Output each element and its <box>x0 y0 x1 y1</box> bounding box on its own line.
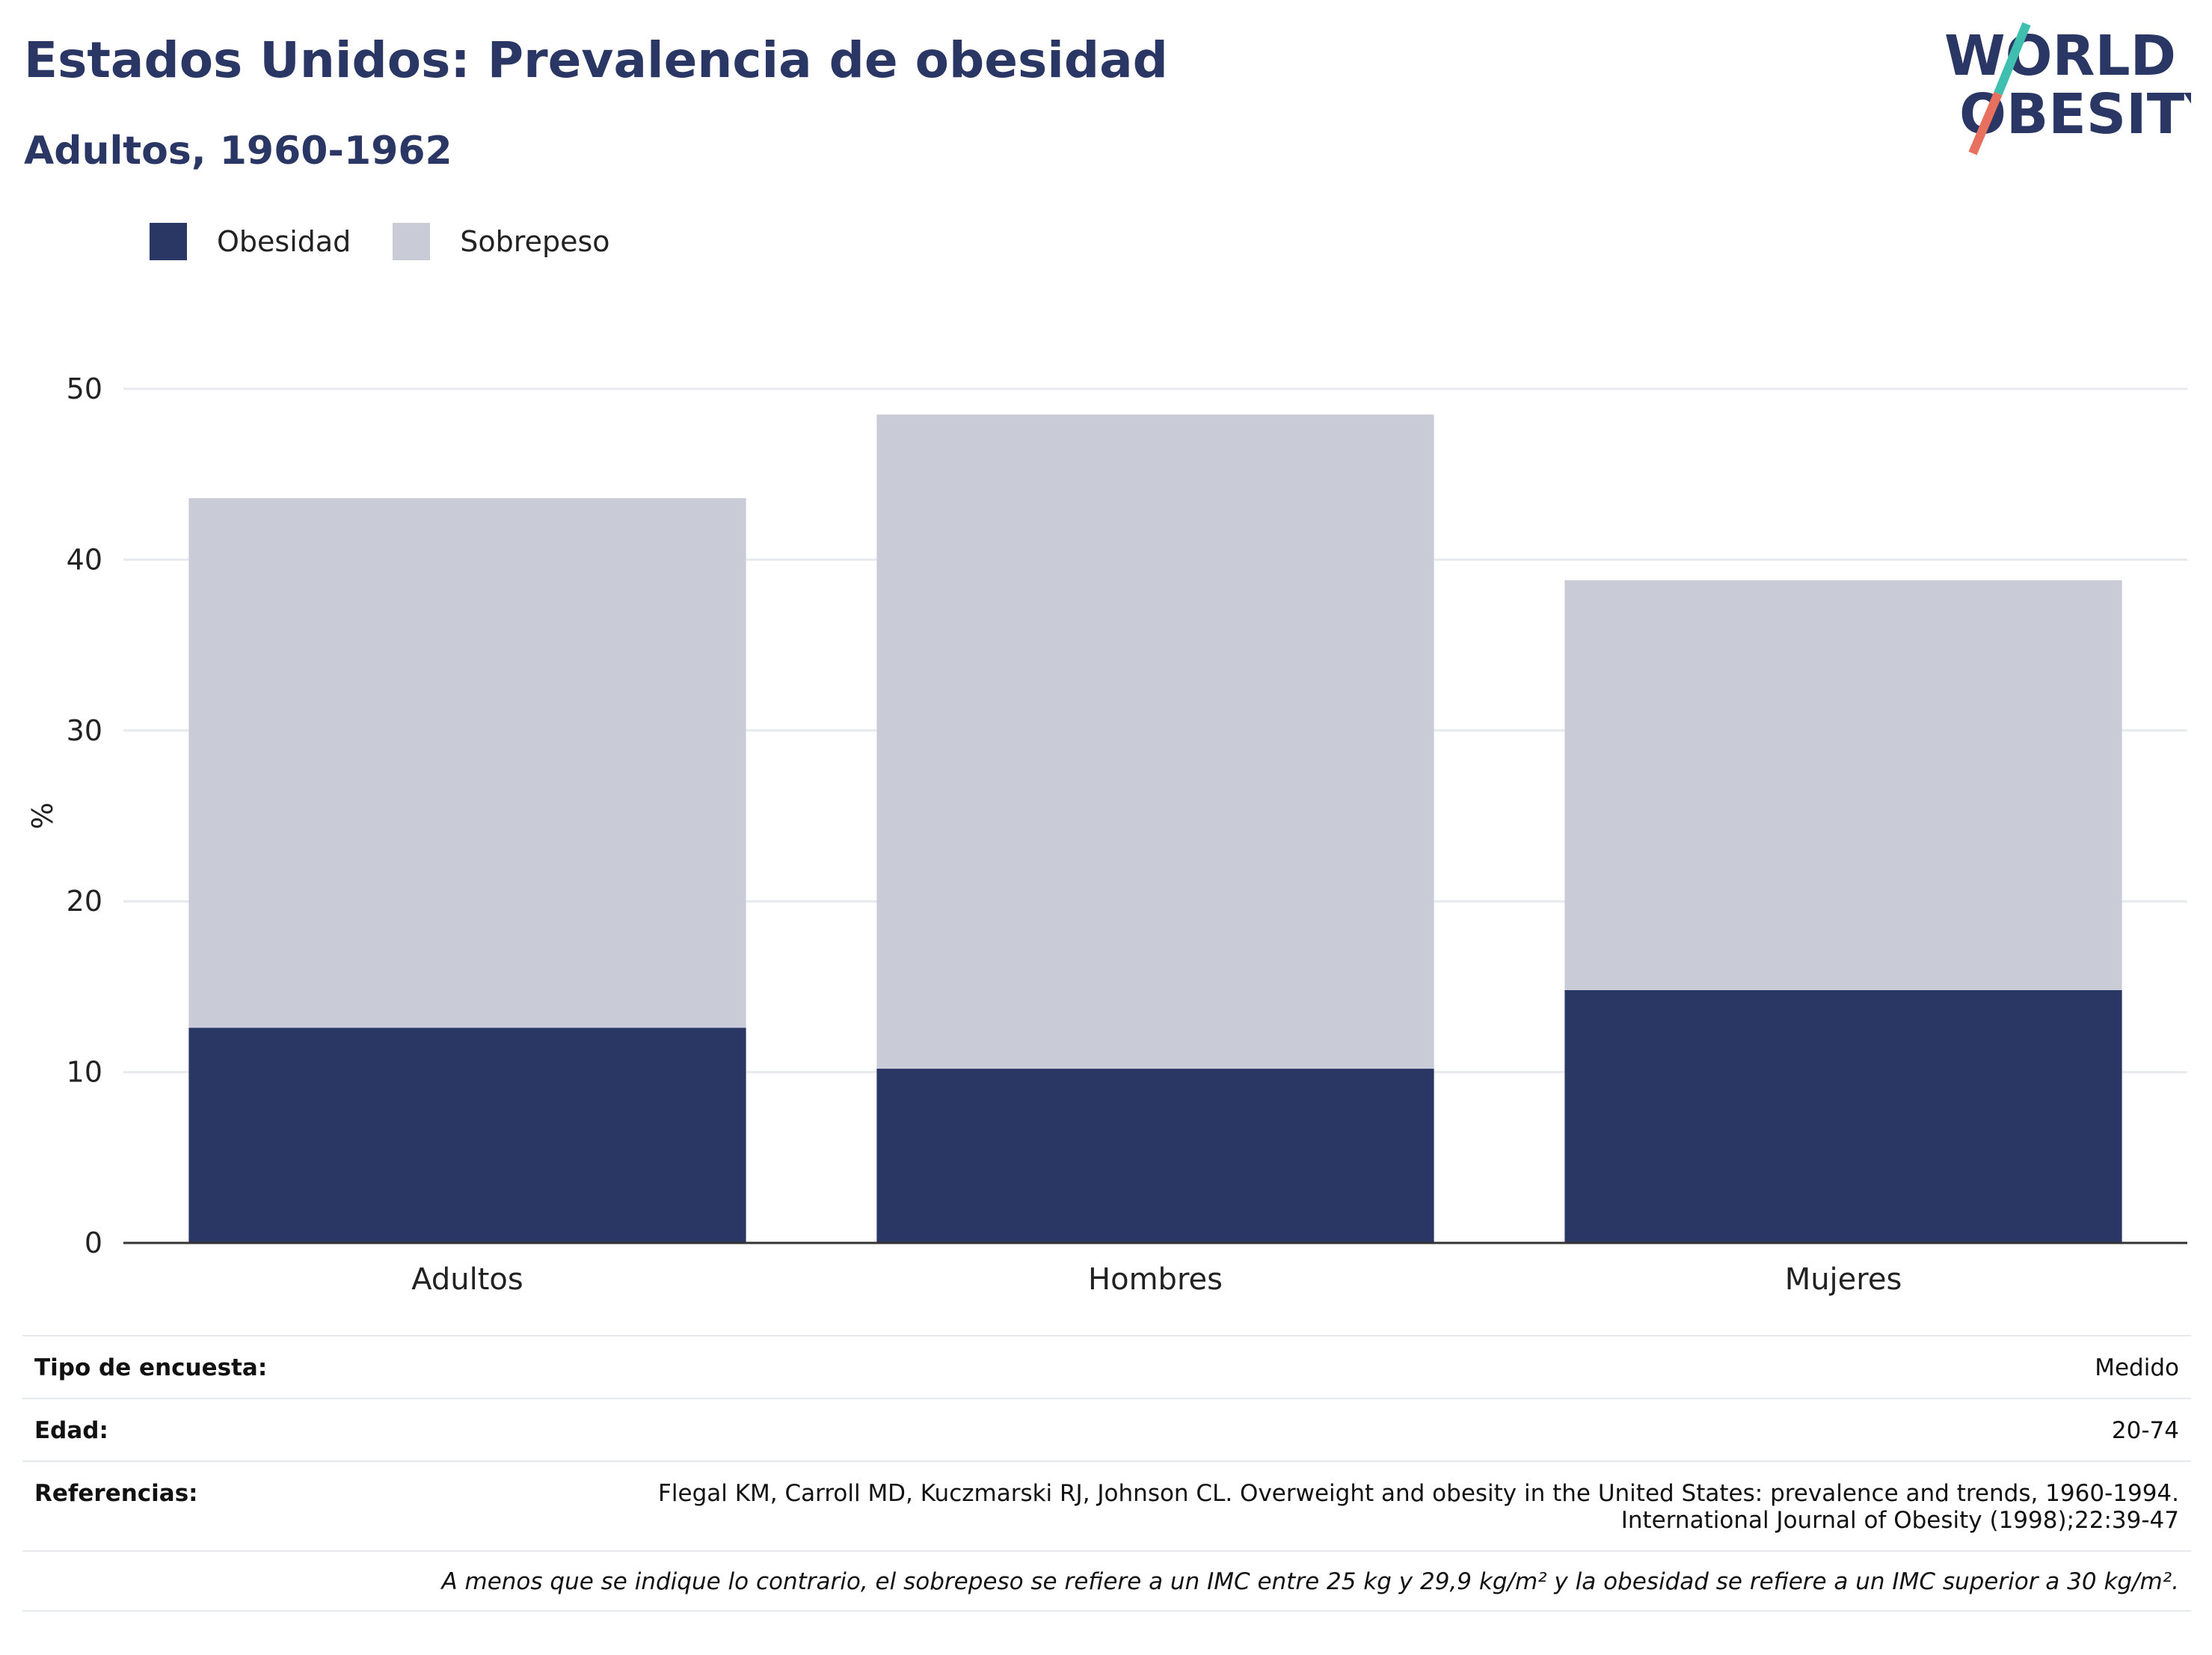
legend-item-obesidad: Obesidad <box>150 223 351 260</box>
legend-swatch-obesidad <box>150 223 187 260</box>
y-axis-title: % <box>26 802 59 829</box>
bar-obesidad-mujeres <box>1564 989 2122 1243</box>
info-row-age: Edad: 20-74 <box>22 1398 2191 1461</box>
legend-label-sobrepeso: Sobrepeso <box>460 225 610 258</box>
info-value: Medido <box>2095 1354 2179 1381</box>
bar-sobrepeso-mujeres <box>1564 580 2122 990</box>
x-tick-label: Mujeres <box>1785 1262 1902 1297</box>
info-key: Tipo de encuesta: <box>34 1354 268 1381</box>
logo-line1: WORLD <box>1944 24 2176 88</box>
bar-chart: 0 10 20 30 40 50% Adultos Hombres Mujeres <box>26 372 2187 1297</box>
y-tick-label: 0 <box>85 1226 102 1259</box>
y-tick-label: 40 <box>67 543 102 576</box>
x-tick-label: Hombres <box>1088 1262 1223 1297</box>
chart-title: Estados Unidos: Prevalencia de obesidad <box>24 31 1168 89</box>
legend-item-sobrepeso: Sobrepeso <box>393 223 610 260</box>
y-tick-label: 30 <box>67 714 102 747</box>
y-tick-label: 50 <box>67 372 102 405</box>
logo-teal-slash <box>1994 22 2031 96</box>
footnote: A menos que se indique lo contrario, el … <box>22 1550 2191 1612</box>
bar-sobrepeso-hombres <box>876 414 1434 1069</box>
bar-sobrepeso-adultos <box>188 498 746 1028</box>
x-tick-label: Adultos <box>411 1262 523 1297</box>
bar-obesidad-hombres <box>876 1069 1434 1243</box>
logo-coral-slash <box>1968 91 2003 156</box>
info-value: Flegal KM, Carroll MD, Kuczmarski RJ, Jo… <box>658 1480 2179 1534</box>
legend-label-obesidad: Obesidad <box>217 225 351 258</box>
info-row-survey-type: Tipo de encuesta: Medido <box>22 1335 2191 1398</box>
info-key: Edad: <box>34 1417 108 1444</box>
chart-subtitle: Adultos, 1960-1962 <box>24 129 452 174</box>
chart-legend: Obesidad Sobrepeso <box>150 223 652 260</box>
bar-obesidad-adultos <box>188 1028 746 1243</box>
world-obesity-logo: WORLD OBESITY <box>1944 22 2191 156</box>
y-tick-label: 10 <box>67 1056 102 1089</box>
info-key: Referencias: <box>34 1480 198 1507</box>
y-tick-label: 20 <box>67 885 102 918</box>
info-row-references: Referencias: Flegal KM, Carroll MD, Kucz… <box>22 1461 2191 1550</box>
info-value: 20-74 <box>2111 1417 2179 1444</box>
info-table: Tipo de encuesta: Medido Edad: 20-74 Ref… <box>22 1335 2191 1612</box>
legend-swatch-sobrepeso <box>393 223 431 260</box>
